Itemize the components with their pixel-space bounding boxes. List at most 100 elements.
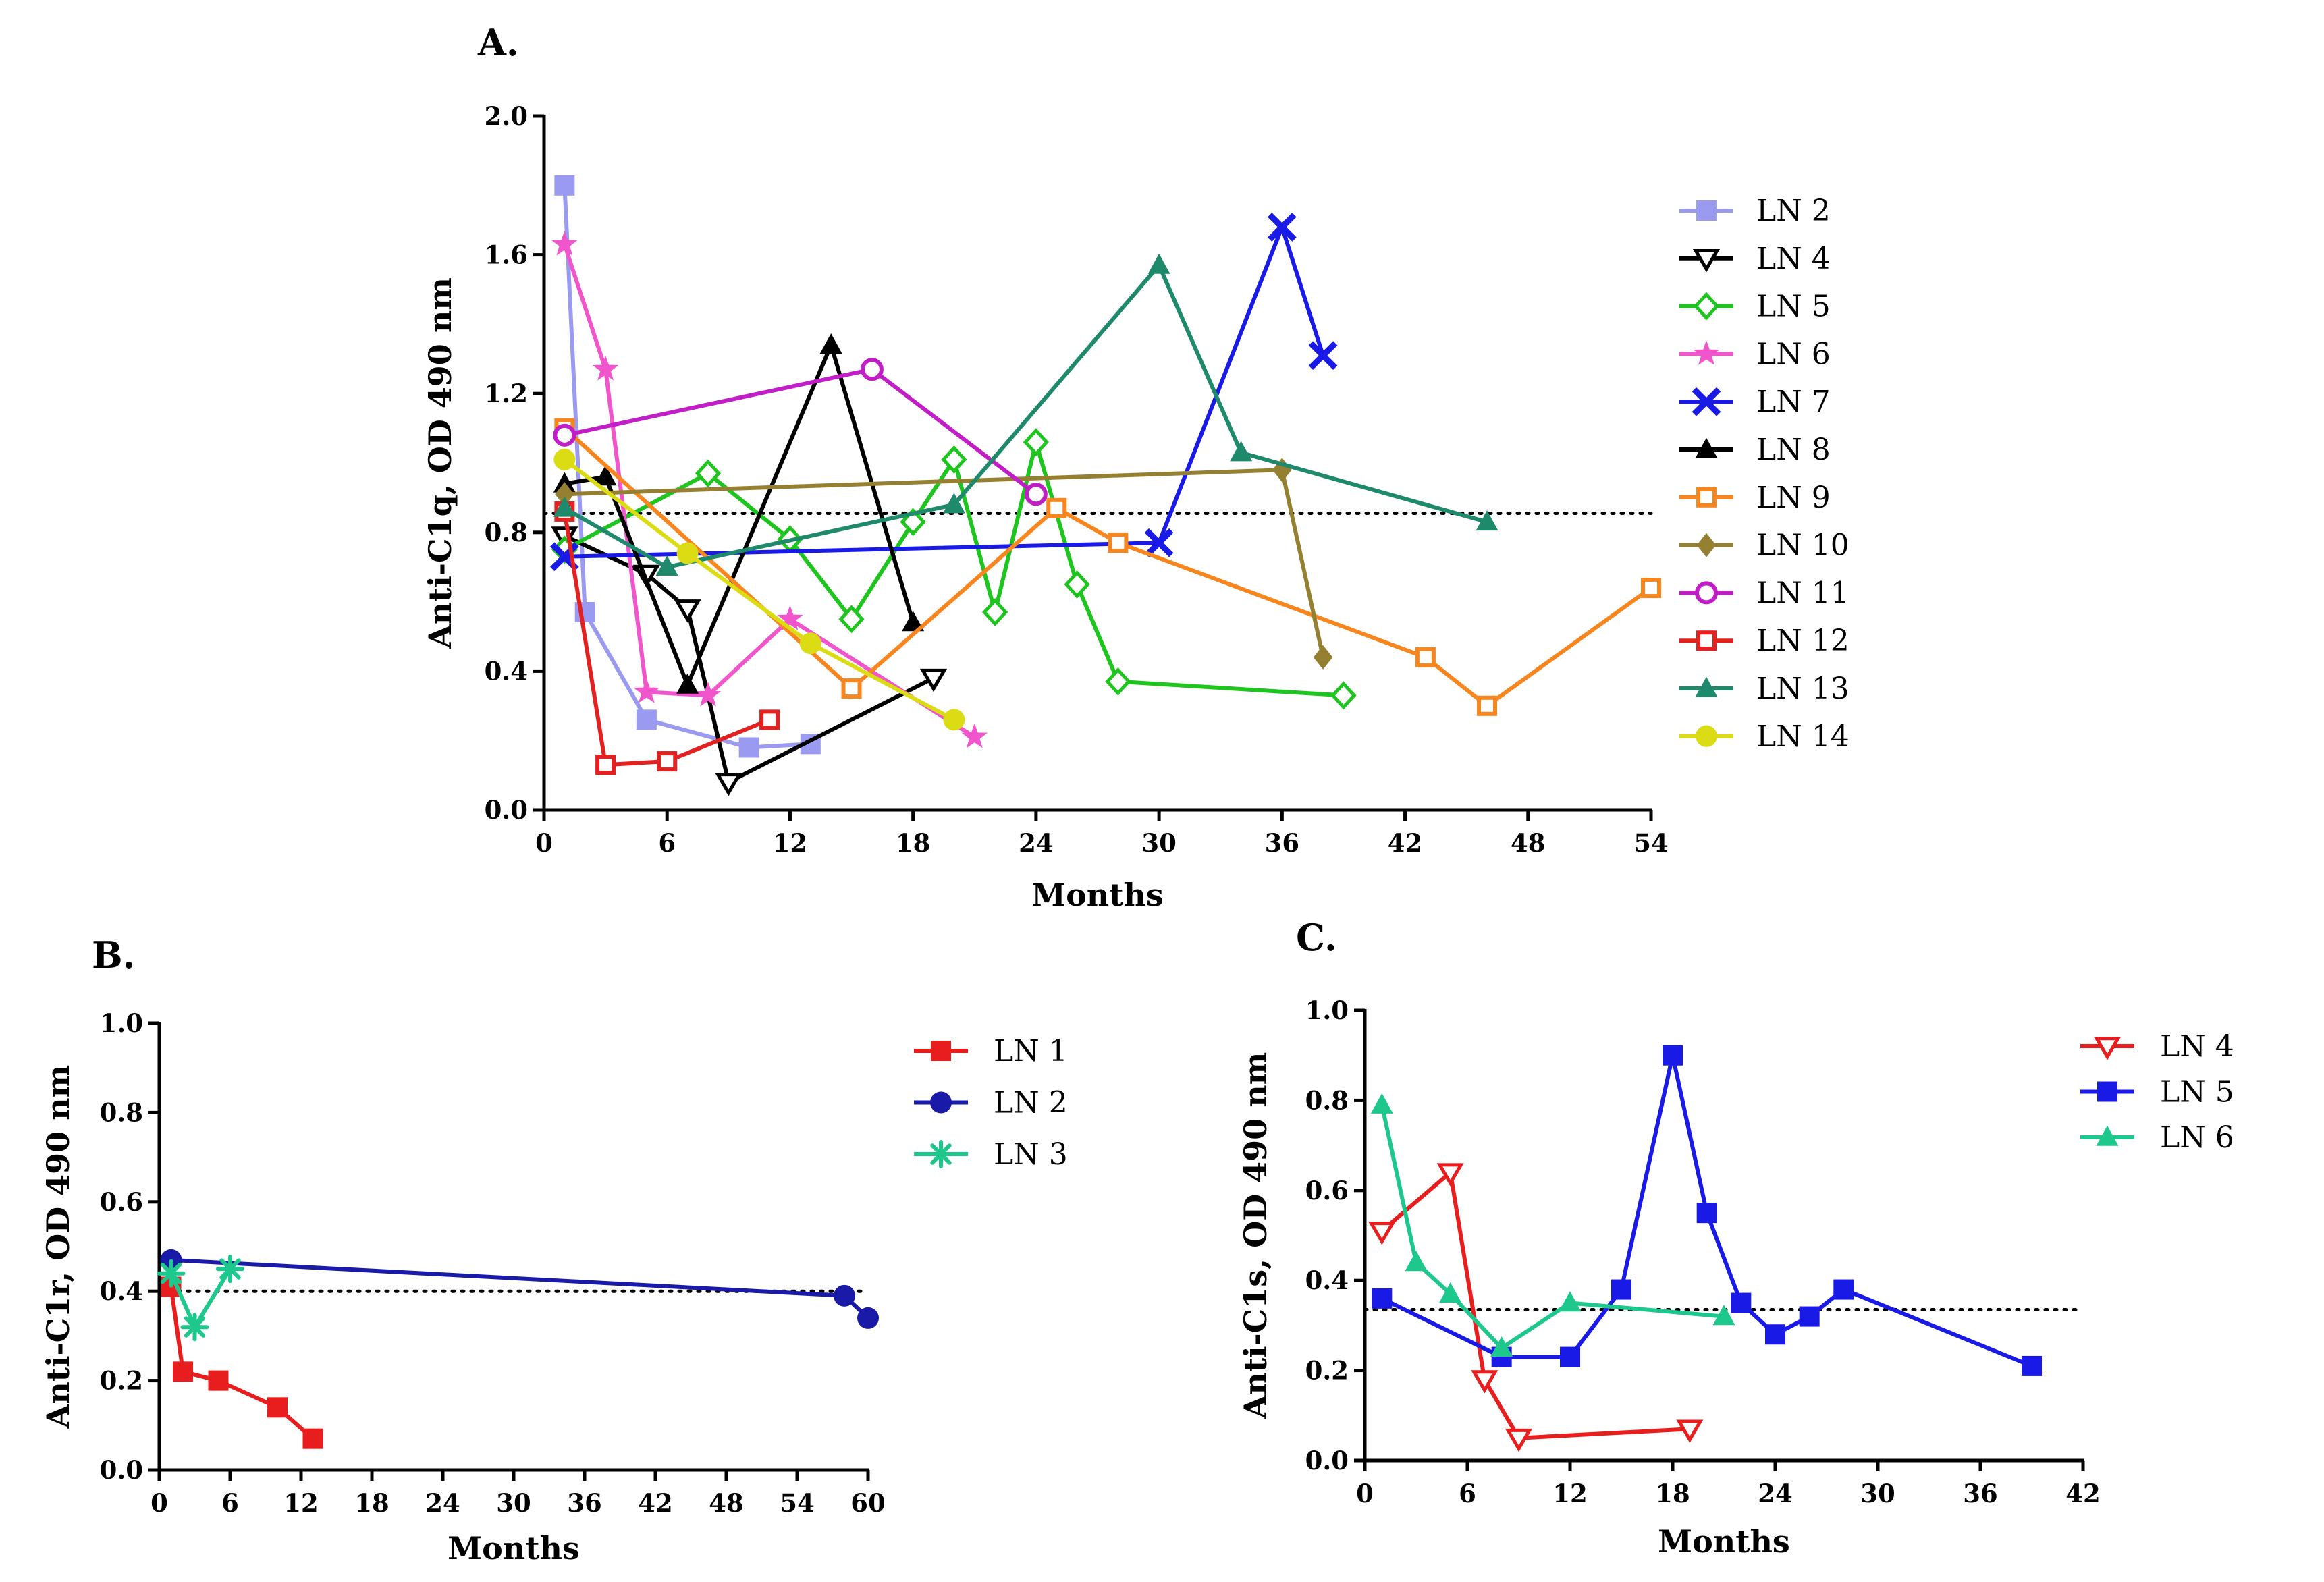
- panel-a-series-ln6-point: [777, 605, 803, 630]
- panel-a-x-tick-label: 0: [535, 828, 553, 858]
- panel-a-series-ln2-point: [738, 737, 759, 758]
- panel-c-legend-item-marker: [2096, 1125, 2119, 1146]
- panel-b-x-tick-label: 36: [567, 1488, 602, 1518]
- panel-a-legend: LN 2 LN 4 LN 5 LN 6 LN 7 LN 8 LN 9 LN 10 LN 11 LN…: [1679, 194, 1849, 754]
- panel-c-series-ln6-point: [1559, 1291, 1582, 1312]
- panel-a-series-ln11: [553, 358, 1048, 506]
- panel-a-series-ln10-point: [1313, 645, 1333, 670]
- panel-b-x-tick-label: 48: [709, 1488, 744, 1518]
- panel-c-series-ln4-point: [1368, 1222, 1396, 1245]
- panel-a-series-ln9-point: [1046, 497, 1067, 518]
- panel-c-legend-item-label: LN 6: [2160, 1120, 2234, 1155]
- panel-a-series-ln12-point: [657, 751, 678, 772]
- panel-b-series-ln3: [157, 1255, 244, 1342]
- panel-a-legend-item-label: LN 4: [1756, 242, 1831, 276]
- panel-b-legend-item-label: LN 1: [994, 1034, 1068, 1068]
- panel-a-legend-item: LN 7: [1679, 385, 1831, 419]
- panel-a-series-ln7-line: [562, 225, 1326, 559]
- panel-c-x-tick-label: 36: [1963, 1479, 1998, 1508]
- panel-c-legend-item-label: LN 5: [2160, 1075, 2234, 1110]
- panel-a-x-tick-label: 36: [1265, 828, 1300, 858]
- panel-a-series-ln12-line: [562, 510, 772, 767]
- panel-a-series-ln11-point: [553, 423, 576, 447]
- panel-b-legend: LN 1 LN 2 LN 3: [914, 1034, 1068, 1172]
- panel-a-legend-item-marker: [1695, 581, 1718, 605]
- panel-a-series-ln14-point: [799, 632, 821, 655]
- panel-c-x-tick-label: 24: [1758, 1479, 1793, 1508]
- panel-a-series-ln14-point: [553, 448, 576, 470]
- panel-a-series-ln14-point: [676, 542, 699, 564]
- panel-a-x-axis-title: Months: [1031, 877, 1164, 913]
- panel-a-series-ln5-point: [1105, 667, 1131, 696]
- panel-a-series-ln7-point: [1308, 341, 1338, 371]
- panel-a-legend-item: LN 8: [1679, 433, 1831, 467]
- panel-a-series-ln9: [554, 418, 1661, 716]
- panel-c-series-ln5-point: [1372, 1288, 1393, 1309]
- panel-a-series-ln13-point: [1147, 253, 1170, 274]
- panel-a-series-ln5-point: [941, 445, 967, 474]
- panel-a-legend-item: LN 11: [1679, 576, 1849, 610]
- panel-b-series-ln3-point: [157, 1259, 186, 1288]
- panel-a-series-ln7: [550, 213, 1338, 572]
- panel-a-series-ln13-point: [1230, 441, 1253, 462]
- panel-b-y-tick-label: 1.0: [100, 1008, 143, 1038]
- panel-c-series-ln5-point: [1560, 1346, 1580, 1367]
- panel-c-series-ln5-point: [1663, 1045, 1683, 1066]
- panel-a-y-tick-label: 1.2: [485, 379, 528, 408]
- panel-b-label: B.: [92, 933, 135, 977]
- panel-a-legend-item-marker: [1693, 292, 1720, 321]
- panel-b-y-axis-title: Anti-C1r, OD 490 nm: [40, 1065, 76, 1429]
- panel-a-x-tick-label: 24: [1019, 828, 1054, 858]
- panel-a-series-ln5-point: [1064, 570, 1090, 599]
- panel-a-series-ln5-point: [1330, 681, 1357, 710]
- panel-c-y-tick-label: 0.4: [1305, 1265, 1349, 1295]
- panel-b-legend-item-label: LN 3: [994, 1137, 1068, 1172]
- panel-a-series-ln9-point: [1415, 647, 1436, 667]
- panel-c-y-tick-label: 1.0: [1305, 995, 1349, 1025]
- panel-a-legend-item-marker: [1696, 200, 1717, 221]
- panel-a-series-ln12-point: [759, 709, 780, 730]
- panel-b-series-ln2: [160, 1249, 879, 1329]
- panel-a-series-ln13: [553, 253, 1498, 576]
- panel-a-y-tick-label: 1.6: [485, 240, 528, 270]
- panel-a-series-ln14: [553, 448, 965, 731]
- panel-b-series-ln1-point: [208, 1370, 229, 1391]
- panel-b-y-tick-label: 0.6: [100, 1187, 143, 1217]
- panel-a-x-tick-label: 6: [658, 828, 676, 858]
- panel-c-x-tick-label: 12: [1552, 1479, 1588, 1508]
- panel-c-series-ln5-point: [1696, 1203, 1717, 1224]
- panel-a-series-ln13-point: [942, 493, 965, 514]
- panel-b-legend-item: LN 3: [914, 1137, 1068, 1172]
- panel-c-y-tick-label: 0.6: [1305, 1176, 1349, 1205]
- panel-a-series-ln8-point: [819, 333, 842, 354]
- panel-a-series-ln6-point: [551, 230, 578, 256]
- panel-b-y-tick-label: 0.0: [100, 1455, 143, 1485]
- panel-b-x-tick-label: 6: [221, 1488, 239, 1518]
- panel-a-series-ln10-point: [555, 482, 574, 507]
- panel-c-x-tick-label: 6: [1459, 1479, 1476, 1508]
- panel-c-y-tick-label: 0.8: [1305, 1085, 1349, 1115]
- panel-c-series-ln6-point: [1439, 1282, 1462, 1303]
- panel-a-series-ln7-point: [1144, 528, 1174, 557]
- panel-a-x-tick-label: 54: [1633, 828, 1669, 858]
- panel-c-x-tick-label: 30: [1860, 1479, 1895, 1508]
- panel-a-series-ln5-point: [695, 459, 722, 488]
- panel-a-legend-item: LN 12: [1679, 624, 1849, 658]
- panel-c-legend-item: LN 6: [2080, 1120, 2234, 1155]
- panel-a-series-ln6-point: [695, 682, 722, 707]
- panel-c-series-ln4: [1368, 1163, 1704, 1452]
- panel-a-y-tick-label: 0.4: [485, 656, 528, 686]
- panel-b-y-tick-label: 0.2: [100, 1366, 143, 1396]
- panel-a-legend-item-marker: [1696, 487, 1717, 508]
- panel-a-series-ln12: [554, 501, 780, 775]
- panel-a-legend-item-label: LN 8: [1756, 433, 1831, 467]
- panel-a-legend-item-label: LN 2: [1756, 194, 1831, 228]
- panel-a-series-ln14-point: [943, 709, 965, 731]
- panel-b-series-ln1-point: [267, 1397, 288, 1418]
- panel-a-legend-item-marker: [1696, 725, 1717, 747]
- panel-a-y-tick-label: 0.0: [485, 795, 528, 825]
- panel-b-x-tick-label: 54: [780, 1488, 815, 1518]
- panel-c-series-ln5-point: [1833, 1279, 1854, 1300]
- panel-a-x-tick-label: 12: [773, 828, 808, 858]
